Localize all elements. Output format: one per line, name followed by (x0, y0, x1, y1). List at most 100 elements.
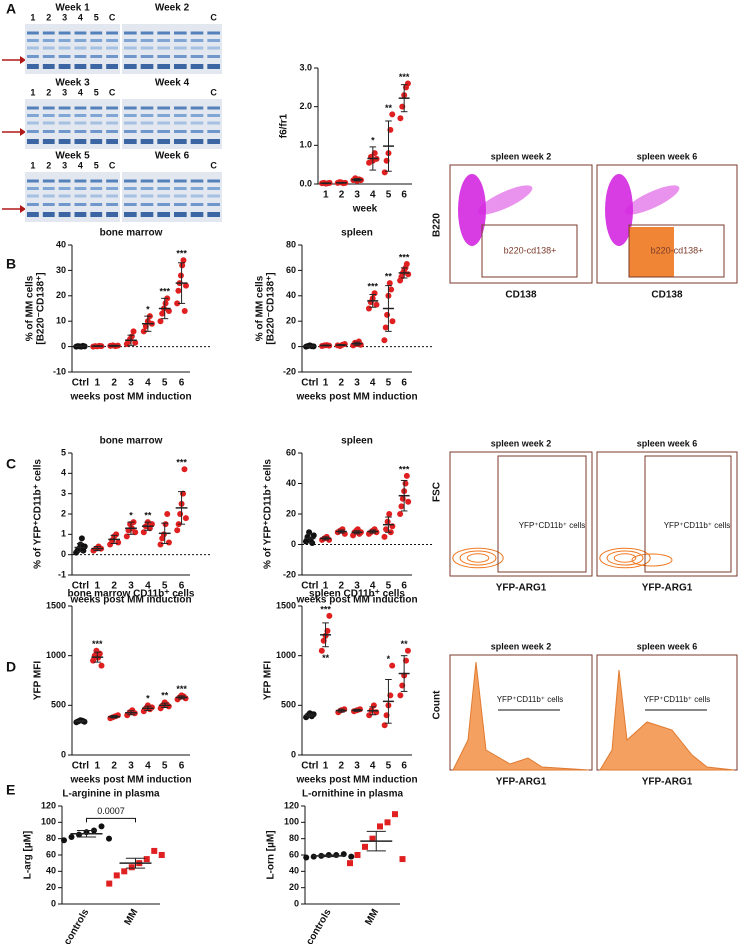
x-tick-label: 5 (386, 190, 392, 201)
lane-label: 4 (78, 87, 83, 97)
gel-band (74, 121, 87, 125)
gate (497, 455, 587, 573)
gel-band (58, 203, 71, 206)
data-point (81, 543, 88, 550)
gel-band (124, 46, 137, 50)
data-point (347, 860, 353, 867)
data-point (158, 852, 165, 858)
gel-band (106, 194, 118, 198)
y-tick-label: 100 (284, 817, 299, 827)
significance: ** (385, 103, 393, 113)
gel-band (124, 64, 137, 69)
x-axis-label: weeks post MM induction (295, 775, 417, 786)
x-tick-label: 4 (370, 378, 376, 389)
gate (628, 224, 725, 278)
significance: *** (399, 72, 410, 82)
data-point (123, 533, 130, 540)
gel-band (124, 130, 137, 133)
data-point (164, 511, 171, 517)
gel-band (74, 194, 87, 198)
gel-band (174, 64, 187, 69)
data-point (341, 530, 348, 537)
x-axis-label: weeks post MM induction (295, 595, 417, 606)
gel-band (157, 64, 170, 69)
gel-band (190, 39, 204, 42)
x-tick-label: 1 (323, 581, 329, 592)
x-tick-label: 2 (339, 581, 345, 592)
lane-label: 1 (30, 160, 35, 170)
lane-label: 1 (30, 12, 35, 22)
flow-xlabel: YFP-ARG1 (496, 777, 547, 788)
significance: *** (367, 282, 378, 292)
y-tick-label: 20 (286, 316, 296, 326)
gel-band (190, 64, 204, 69)
lane-label: 5 (94, 12, 99, 22)
x-tick-label: 6 (401, 378, 407, 389)
significance: ** (161, 691, 169, 701)
gel-band (207, 55, 220, 58)
gel-band (42, 46, 55, 50)
data-point (373, 301, 380, 308)
data-point (326, 612, 333, 619)
gel-band (124, 106, 137, 110)
gel-band (90, 187, 103, 190)
y-tick-label: 80 (286, 239, 296, 249)
chart-title: L-ornithine in plasma (302, 789, 404, 800)
gel-band (42, 203, 55, 206)
gel-band (124, 39, 137, 42)
gel-band (90, 55, 103, 58)
gel-band (140, 46, 154, 50)
gel-title: Week 3 (55, 78, 90, 89)
chart-title: bone marrow (100, 228, 163, 239)
gel-band (190, 130, 204, 133)
gel-band (174, 31, 187, 35)
data-point (377, 823, 383, 830)
flow-xlabel: CD138 (505, 290, 537, 301)
lane-label: C (109, 87, 116, 97)
data-point (159, 310, 166, 317)
gel-band (124, 114, 137, 117)
lane-label: 4 (78, 160, 83, 170)
data-point (389, 111, 396, 118)
data-point (354, 852, 361, 858)
data-point (143, 856, 150, 863)
x-tick-label: controls (304, 907, 333, 944)
gel-band (140, 106, 154, 110)
gel-band (90, 39, 103, 42)
gel-band (74, 179, 87, 183)
gel-band (140, 114, 154, 117)
data-point (121, 868, 128, 875)
gel-band (207, 130, 220, 133)
lane-label: 1 (30, 87, 35, 97)
gel-band (106, 179, 118, 183)
gel-band (157, 31, 170, 35)
gel-band (74, 212, 87, 217)
gel-band (124, 55, 137, 58)
flow-contour (466, 553, 490, 563)
gel-band (207, 203, 220, 206)
gel-band (90, 194, 103, 198)
chart-title: bone marrow CD11b⁺ cells (68, 589, 195, 600)
x-axis-label: weeks post MM induction (295, 392, 417, 403)
gel-band (42, 39, 55, 42)
data-point (402, 480, 409, 487)
gel-band (27, 39, 39, 42)
x-tick-label: Ctrl (301, 378, 318, 389)
gel-image (25, 99, 120, 149)
gate-label: b220-cd138+ (651, 245, 704, 255)
data-point (113, 872, 120, 879)
y-tick-label: 30 (56, 265, 66, 275)
arrows (2, 56, 26, 213)
y-tick-label: 0 (291, 749, 296, 759)
y-tick-label: 0.0 (299, 178, 312, 188)
gel-band (124, 31, 137, 35)
flow-contour (452, 547, 504, 569)
gel-band (157, 114, 170, 117)
data-point (157, 541, 164, 548)
gel-band (90, 31, 103, 35)
gel-band (207, 212, 220, 217)
data-point (397, 692, 404, 699)
gel-band (140, 55, 154, 58)
data-point (386, 280, 393, 287)
data-point (151, 847, 158, 854)
